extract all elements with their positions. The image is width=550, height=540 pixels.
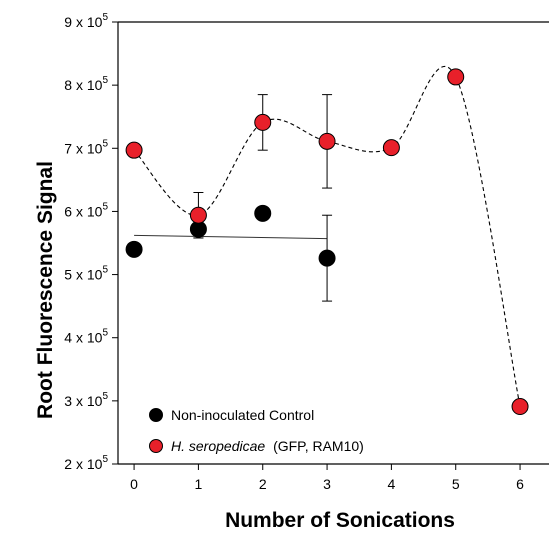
legend-label-control: Non-inoculated Control bbox=[171, 407, 314, 423]
y-tick-label: 6 x 105 bbox=[64, 201, 108, 219]
trendline-series-1 bbox=[133, 66, 521, 407]
legend-label-h-seropedicae: H. seropedicae (GFP, RAM10) bbox=[171, 438, 364, 454]
data-points bbox=[125, 68, 529, 416]
y-tick-label: 5 x 105 bbox=[64, 265, 108, 283]
x-tick-label: 5 bbox=[452, 476, 460, 492]
x-tick-label: 2 bbox=[259, 476, 267, 492]
x-tick-label: 6 bbox=[516, 476, 524, 492]
trendlines bbox=[133, 66, 521, 407]
plot-frame bbox=[117, 21, 549, 465]
x-tick-label: 1 bbox=[195, 476, 203, 492]
legend: Non-inoculated Control H. seropedicae (G… bbox=[149, 407, 364, 454]
h-seropedicae-point bbox=[511, 398, 529, 416]
legend-marker-h-seropedicae bbox=[149, 439, 163, 453]
y-tick-label: 2 x 105 bbox=[64, 454, 108, 472]
y-tick-label: 7 x 105 bbox=[64, 138, 108, 156]
y-tick-label: 8 x 105 bbox=[64, 75, 108, 93]
h-seropedicae-point bbox=[189, 206, 207, 224]
control-point bbox=[125, 240, 143, 258]
h-seropedicae-point bbox=[125, 141, 143, 159]
y-tick-label: 4 x 105 bbox=[64, 328, 108, 346]
x-axis-ticks: 0 1 2 3 4 5 6 bbox=[130, 464, 524, 492]
h-seropedicae-point bbox=[447, 68, 465, 86]
legend-label-species: H. seropedicae bbox=[171, 438, 265, 454]
h-seropedicae-point bbox=[382, 139, 400, 157]
x-tick-label: 3 bbox=[323, 476, 331, 492]
x-tick-label: 4 bbox=[387, 476, 395, 492]
legend-label-strain: (GFP, RAM10) bbox=[273, 438, 364, 454]
legend-marker-control bbox=[149, 408, 163, 422]
x-axis-title: Number of Sonications bbox=[225, 509, 455, 532]
y-axis-ticks: 2 x 105 3 x 105 4 x 105 5 x 105 6 x 105 7 x 1… bbox=[64, 12, 118, 472]
x-tick-label: 0 bbox=[130, 476, 138, 492]
h-seropedicae-point bbox=[254, 113, 272, 131]
y-axis-title: Root Fluorescence Signal bbox=[34, 161, 57, 419]
control-point bbox=[254, 204, 272, 222]
y-tick-label: 9 x 105 bbox=[64, 12, 108, 30]
trendline-series-0 bbox=[134, 234, 328, 240]
control-point bbox=[318, 249, 336, 267]
h-seropedicae-point bbox=[318, 132, 336, 150]
y-tick-label: 3 x 105 bbox=[64, 391, 108, 409]
